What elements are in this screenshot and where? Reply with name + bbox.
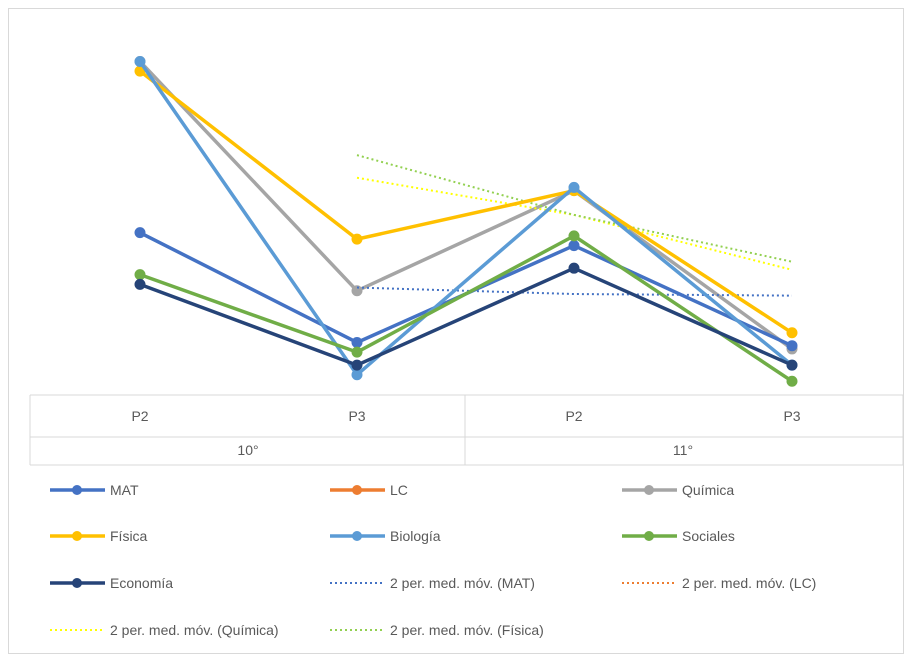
legend-label: Biología xyxy=(390,528,441,544)
legend-label: Física xyxy=(110,528,148,544)
legend-item-mat: MAT xyxy=(50,482,139,498)
legend-label: 2 per. med. móv. (Física) xyxy=(390,622,544,638)
point-mat xyxy=(568,240,580,252)
point-economia xyxy=(786,359,798,371)
legend-item-lc: LC xyxy=(330,482,408,498)
line-biologia xyxy=(138,60,794,377)
line-economia xyxy=(139,266,793,367)
legend: MAT LC Química Física Biología Sociales Econom… xyxy=(50,482,816,638)
series-sociales xyxy=(134,230,798,387)
legend-item-sociales: Sociales xyxy=(622,528,735,544)
point-fisica xyxy=(786,327,798,339)
x-tick-label: P3 xyxy=(348,408,365,424)
legend-item-fisica: Física xyxy=(50,528,148,544)
trendline-2-per-med-mov-fisica xyxy=(356,154,793,263)
point-economia xyxy=(351,359,363,371)
legend-label: MAT xyxy=(110,482,139,498)
point-biologia xyxy=(351,369,363,381)
series-2-per-med-mov-fisica xyxy=(356,154,793,263)
point-biologia xyxy=(134,55,146,67)
legend-marker xyxy=(72,531,82,541)
point-sociales xyxy=(786,375,798,387)
legend-item-2-per-med-mov-quimica: 2 per. med. móv. (Química) xyxy=(50,622,279,638)
point-sociales xyxy=(351,346,363,358)
point-mat xyxy=(351,336,363,348)
chart-border xyxy=(8,8,904,654)
line-sociales xyxy=(139,234,793,383)
point-fisica xyxy=(351,233,363,245)
line-fisica xyxy=(138,69,793,335)
series-economia xyxy=(134,262,798,371)
legend-label: 2 per. med. móv. (Química) xyxy=(110,622,279,638)
x-tick-label: P2 xyxy=(565,408,582,424)
legend-item-quimica: Química xyxy=(622,482,734,498)
legend-label: LC xyxy=(390,482,408,498)
x-group-label: 10° xyxy=(237,442,258,458)
line-quimica xyxy=(138,60,794,351)
legend-marker xyxy=(644,531,654,541)
legend-label: Economía xyxy=(110,575,173,591)
point-quimica xyxy=(351,285,363,297)
legend-marker xyxy=(72,485,82,495)
legend-item-2-per-med-mov-fisica: 2 per. med. móv. (Física) xyxy=(330,622,544,638)
legend-label: 2 per. med. móv. (MAT) xyxy=(390,575,535,591)
legend-item-2-per-med-mov-mat: 2 per. med. móv. (MAT) xyxy=(330,575,535,591)
point-economia xyxy=(568,262,580,274)
x-tick-label: P2 xyxy=(131,408,148,424)
legend-marker xyxy=(352,531,362,541)
plot-area xyxy=(134,55,798,387)
legend-marker xyxy=(644,485,654,495)
point-mat xyxy=(786,340,798,352)
legend-item-2-per-med-mov-lc: 2 per. med. móv. (LC) xyxy=(622,575,816,591)
category-axis: P2 P3 P2 P3 10° 11° xyxy=(29,394,904,466)
legend-label: Química xyxy=(682,482,734,498)
legend-item-economia: Economía xyxy=(50,575,173,591)
legend-label: Sociales xyxy=(682,528,735,544)
point-mat xyxy=(134,227,146,239)
point-biologia xyxy=(568,181,580,193)
legend-label: 2 per. med. móv. (LC) xyxy=(682,575,816,591)
point-sociales xyxy=(568,230,580,242)
x-tick-label: P3 xyxy=(783,408,800,424)
legend-marker xyxy=(352,485,362,495)
legend-item-biologia: Biología xyxy=(330,528,441,544)
point-economia xyxy=(134,278,146,290)
legend-marker xyxy=(72,578,82,588)
x-group-label: 11° xyxy=(673,442,693,458)
point-sociales xyxy=(134,269,146,281)
